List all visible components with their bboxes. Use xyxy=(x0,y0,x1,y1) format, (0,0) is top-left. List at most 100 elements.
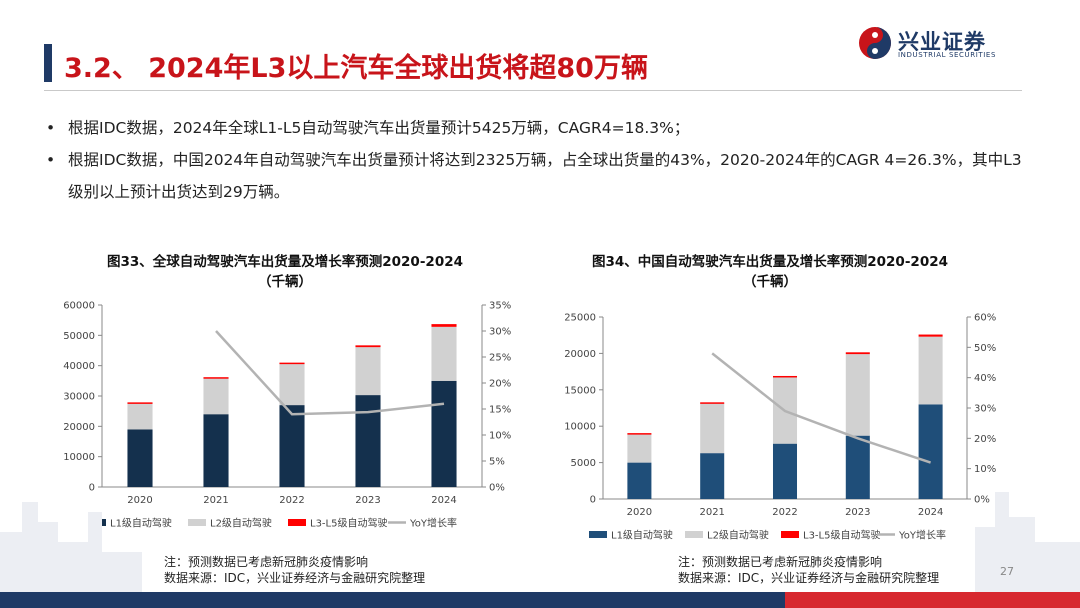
x-tick-label: 2020 xyxy=(127,495,152,506)
logo-mark-icon xyxy=(859,27,891,59)
source-line: 数据来源：IDC，兴业证券经济与金融研究院整理 xyxy=(678,571,940,585)
x-tick-label: 2021 xyxy=(699,507,724,518)
bar-l2-2021 xyxy=(700,402,725,454)
y-tick-label-right: 50% xyxy=(974,343,996,354)
bar-l1-2023 xyxy=(845,435,870,499)
x-tick-label: 2020 xyxy=(627,507,652,518)
bar-l3l5-2020 xyxy=(627,433,652,435)
chart-title-global: 图33、全球自动驾驶汽车出货量及增长率预测2020-2024 （千辆） xyxy=(60,252,510,292)
chart-notes-global: 注：预测数据已考虑新冠肺炎疫情影响 数据来源：IDC，兴业证券经济与金融研究院整… xyxy=(164,554,425,586)
chart-china-shipments: 0 5000 10000 15000 20000 25000 0% 10% 20% 30% 40% 5… xyxy=(564,313,996,542)
chart-title-china: 图34、中国自动驾驶汽车出货量及增长率预测2020-2024 （千辆） xyxy=(545,252,995,292)
legend-label: YoY增长率 xyxy=(898,529,946,542)
bullet-text: 根据IDC数据，2024年全球L1-L5自动驾驶汽车出货量预计5425万辆，CA… xyxy=(68,119,690,137)
footer-bar-red xyxy=(785,592,1080,608)
bar-l1-2020 xyxy=(627,462,652,499)
legend-swatch xyxy=(288,519,306,526)
yoy-growth-line xyxy=(711,352,931,464)
bar-l2-2024 xyxy=(918,336,943,405)
y-tick-label-right: 5% xyxy=(489,457,505,468)
title-divider xyxy=(44,90,1022,91)
y-tick-label-right: 40% xyxy=(974,373,996,384)
bar-l3l5-2021 xyxy=(203,377,229,379)
legend-label: L1级自动驾驶 xyxy=(611,529,673,542)
x-tick-label: 2022 xyxy=(772,507,797,518)
y-tick-label-left: 0 xyxy=(89,483,95,494)
page-title: 3.2、 2024年L3以上汽车全球出货将超80万辆 xyxy=(64,53,648,84)
chart-title-text: 图34、中国自动驾驶汽车出货量及增长率预测2020-2024 xyxy=(591,254,949,270)
chart-notes-china: 注：预测数据已考虑新冠肺炎疫情影响 数据来源：IDC，兴业证券经济与金融研究院整… xyxy=(678,554,939,586)
note-line: 注：预测数据已考虑新冠肺炎疫情影响 xyxy=(678,555,883,569)
x-tick-label: 2023 xyxy=(355,495,380,506)
y-tick-label-right: 20% xyxy=(489,379,511,390)
footer-bar-blue xyxy=(0,592,785,608)
logo-text-cn: 兴业证券 xyxy=(898,30,986,54)
chart-title-text: 图33、全球自动驾驶汽车出货量及增长率预测2020-2024 xyxy=(106,254,464,270)
y-tick-label-left: 50000 xyxy=(63,331,95,342)
x-tick-label: 2021 xyxy=(203,495,228,506)
legend-swatch xyxy=(685,531,703,538)
bullet-item: • 根据IDC数据，2024年全球L1-L5自动驾驶汽车出货量预计5425万辆，… xyxy=(44,112,1034,144)
bullet-dot: • xyxy=(46,151,56,169)
bullet-list: • 根据IDC数据，2024年全球L1-L5自动驾驶汽车出货量预计5425万辆，… xyxy=(44,112,1034,208)
bar-l2-2021 xyxy=(203,377,229,415)
legend-label: L3-L5级自动驾驶 xyxy=(310,517,387,530)
legend-label: YoY增长率 xyxy=(409,517,457,530)
chart-subtitle-text: （千辆） xyxy=(258,274,312,290)
y-tick-label-right: 0% xyxy=(974,495,990,506)
legend-swatch xyxy=(589,531,607,538)
y-tick-label-left: 40000 xyxy=(63,361,95,372)
y-tick-label-left: 5000 xyxy=(571,458,596,469)
page-number: 27 xyxy=(1000,565,1014,578)
bullet-text: 根据IDC数据，中国2024年自动驾驶汽车出货量预计将达到2325万辆，占全球出… xyxy=(68,151,1022,201)
y-tick-label-right: 0% xyxy=(489,483,505,494)
bar-l3l5-2021 xyxy=(700,402,725,404)
bar-l2-2024 xyxy=(431,326,457,381)
legend-label: L2级自动驾驶 xyxy=(210,517,272,530)
y-tick-label-right: 25% xyxy=(489,353,511,364)
legend-swatch xyxy=(188,519,206,526)
company-logo: 兴业证券 INDUSTRIAL SECURITIES xyxy=(858,24,1018,64)
legend-label: L3-L5级自动驾驶 xyxy=(803,529,880,542)
source-line: 数据来源：IDC，兴业证券经济与金融研究院整理 xyxy=(164,571,426,585)
bar-l1-2021 xyxy=(203,414,229,487)
y-tick-label-right: 10% xyxy=(974,464,996,475)
y-tick-label-right: 10% xyxy=(489,431,511,442)
y-tick-label-left: 20000 xyxy=(564,349,596,360)
legend-label: L2级自动驾驶 xyxy=(707,529,769,542)
chart-subtitle-text: （千辆） xyxy=(743,274,797,290)
y-tick-label-right: 60% xyxy=(974,313,996,324)
bar-l3l5-2023 xyxy=(845,352,870,355)
y-tick-label-right: 35% xyxy=(489,301,511,312)
x-tick-label: 2023 xyxy=(845,507,870,518)
x-tick-label: 2024 xyxy=(431,495,456,506)
bullet-dot: • xyxy=(46,119,56,137)
bar-l2-2023 xyxy=(845,354,870,436)
bar-l2-2020 xyxy=(127,402,153,430)
y-tick-label-left: 60000 xyxy=(63,301,95,312)
title-accent-bar xyxy=(44,44,52,82)
bar-l3l5-2022 xyxy=(772,375,798,378)
y-tick-label-left: 20000 xyxy=(63,422,95,433)
legend-swatch xyxy=(781,531,799,538)
yoy-growth-line xyxy=(215,330,445,416)
legend-label: L1级自动驾驶 xyxy=(110,517,172,530)
y-tick-label-left: 15000 xyxy=(564,385,596,396)
logo-text-en: INDUSTRIAL SECURITIES xyxy=(898,51,996,59)
bar-l2-2022 xyxy=(279,363,305,406)
bar-l3l5-2024 xyxy=(431,324,457,327)
bar-l2-2023 xyxy=(355,347,381,396)
chart-global-shipments: 0 10000 20000 30000 40000 50000 60000 0% 5% 10% 15… xyxy=(63,301,511,530)
bar-l3l5-2023 xyxy=(355,345,381,348)
bar-l1-2023 xyxy=(355,395,381,487)
y-tick-label-right: 30% xyxy=(489,327,511,338)
y-tick-label-left: 0 xyxy=(590,495,596,506)
legend-swatch xyxy=(88,519,106,526)
bar-l2-2020 xyxy=(627,433,652,463)
bar-l3l5-2022 xyxy=(279,362,305,365)
y-tick-label-left: 30000 xyxy=(63,392,95,403)
y-tick-label-left: 25000 xyxy=(564,313,596,324)
bar-l1-2020 xyxy=(127,429,153,487)
bar-l3l5-2024 xyxy=(918,334,943,337)
note-line: 注：预测数据已考虑新冠肺炎疫情影响 xyxy=(164,555,369,569)
